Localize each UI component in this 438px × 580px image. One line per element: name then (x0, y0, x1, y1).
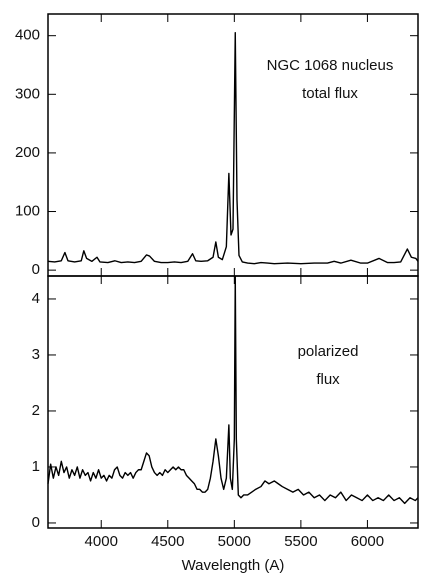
x-tick-label: 4000 (85, 533, 118, 550)
y-tick-label: 4 (32, 290, 40, 307)
x-tick-label: 4500 (151, 533, 184, 550)
y-tick-label: 200 (15, 144, 40, 161)
y-tick-label: 1 (32, 458, 40, 475)
x-axis-label: Wavelength (A) (182, 557, 285, 574)
y-tick-label: 400 (15, 27, 40, 44)
annotation: flux (316, 371, 340, 388)
y-tick-label: 300 (15, 85, 40, 102)
annotation: polarized (298, 343, 359, 360)
spectrum-line (47, 32, 419, 265)
plot-frame (47, 275, 419, 529)
plot-frame (47, 13, 419, 277)
x-tick-label: 6000 (351, 533, 384, 550)
annotation: total flux (302, 85, 358, 102)
x-tick-label: 5000 (218, 533, 251, 550)
y-tick-label: 2 (32, 402, 40, 419)
annotation: NGC 1068 nucleus (267, 57, 394, 74)
x-tick-label: 5500 (284, 533, 317, 550)
y-tick-label: 0 (32, 514, 40, 531)
y-tick-label: 100 (15, 202, 40, 219)
y-tick-label: 0 (32, 261, 40, 278)
y-tick-label: 3 (32, 346, 40, 363)
spectrum-line (47, 275, 419, 505)
